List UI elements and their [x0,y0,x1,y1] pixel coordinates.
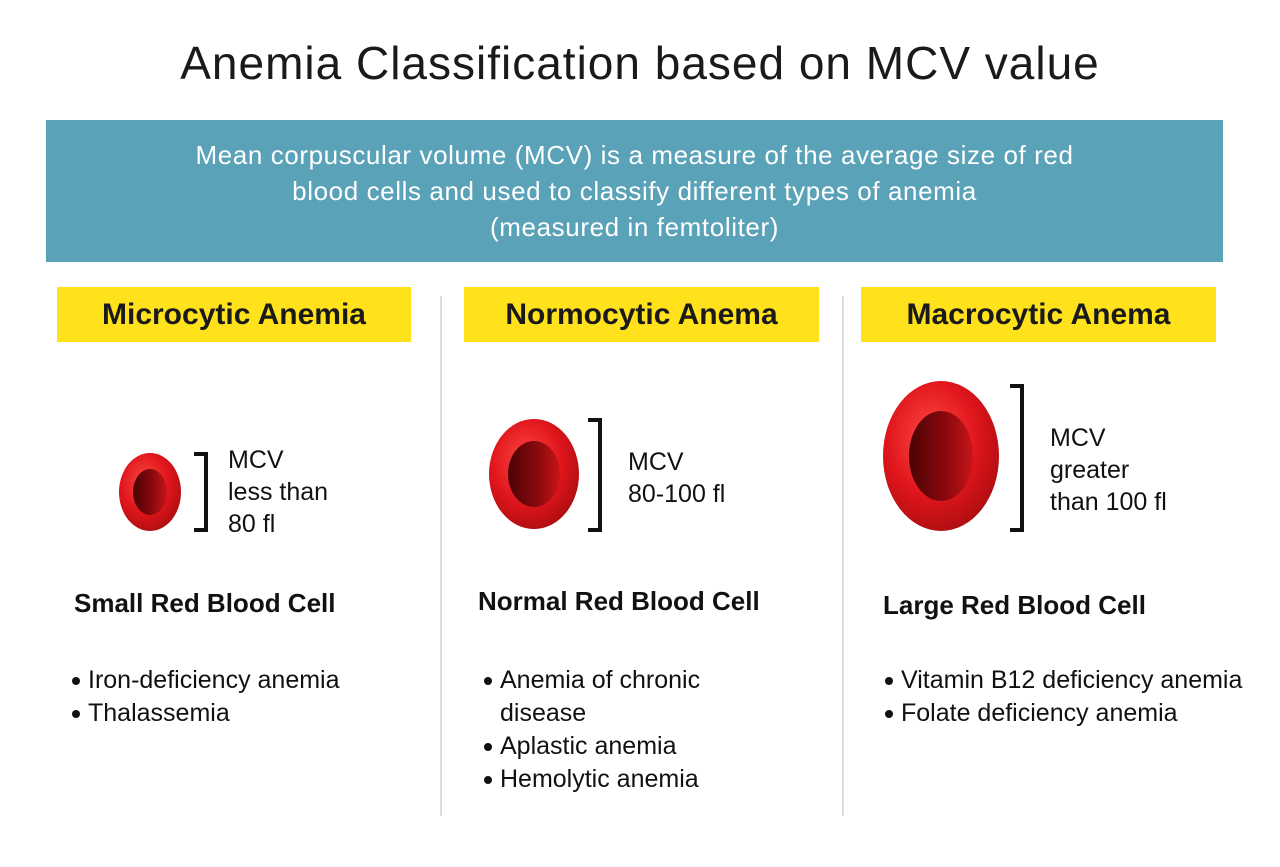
size-bracket [1010,384,1024,532]
mcv-range-microcytic: MCV less than 80 fl [228,446,329,538]
list-item: Aplastic anemia [482,730,762,763]
heading-normocytic: Normocytic Anema [464,287,819,342]
list-item: Hemolytic anemia [482,763,762,796]
disease-list-macrocytic: Vitamin B12 deficiency anemia Folate def… [883,664,1243,730]
column-divider [842,296,844,816]
list-item: Thalassemia [70,697,430,730]
size-bracket [588,418,602,532]
disease-list-normocytic: Anemia of chronic disease Aplastic anemi… [482,664,762,796]
cell-size-label-large: Large Red Blood Cell [883,590,1146,620]
large-red-blood-cell-icon [883,381,999,531]
heading-microcytic: Microcytic Anemia [57,287,411,342]
size-bracket [194,452,208,532]
banner-line-3: (measured in femtoliter) [490,212,779,242]
small-red-blood-cell-icon [119,453,181,531]
mcv-range-normocytic: MCV 80-100 fl [628,448,726,508]
normal-red-blood-cell-icon [489,419,579,529]
cell-size-label-small: Small Red Blood Cell [74,588,336,618]
banner-line-1: Mean corpuscular volume (MCV) is a measu… [195,140,1074,170]
column-divider [440,296,442,816]
banner-line-2: blood cells and used to classify differe… [292,176,977,206]
list-item: Iron-deficiency anemia [70,664,430,697]
page-title: Anemia Classification based on MCV value [180,37,1100,89]
heading-macrocytic: Macrocytic Anema [861,287,1216,342]
list-item: Folate deficiency anemia [883,697,1243,730]
disease-list-microcytic: Iron-deficiency anemia Thalassemia [70,664,430,730]
cell-size-label-normal: Normal Red Blood Cell [478,586,760,616]
mcv-range-macrocytic: MCV greater than 100 fl [1050,424,1167,516]
list-item: Vitamin B12 deficiency anemia [883,664,1243,697]
definition-banner: Mean corpuscular volume (MCV) is a measu… [46,120,1223,262]
list-item: Anemia of chronic disease [482,664,762,730]
